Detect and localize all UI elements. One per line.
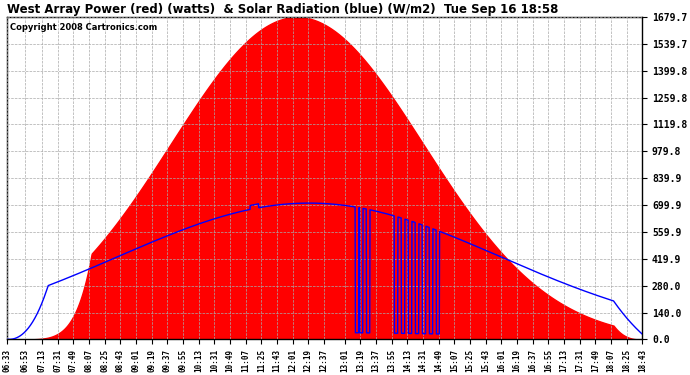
Text: Copyright 2008 Cartronics.com: Copyright 2008 Cartronics.com <box>10 23 158 32</box>
Text: West Array Power (red) (watts)  & Solar Radiation (blue) (W/m2)  Tue Sep 16 18:5: West Array Power (red) (watts) & Solar R… <box>8 3 559 16</box>
